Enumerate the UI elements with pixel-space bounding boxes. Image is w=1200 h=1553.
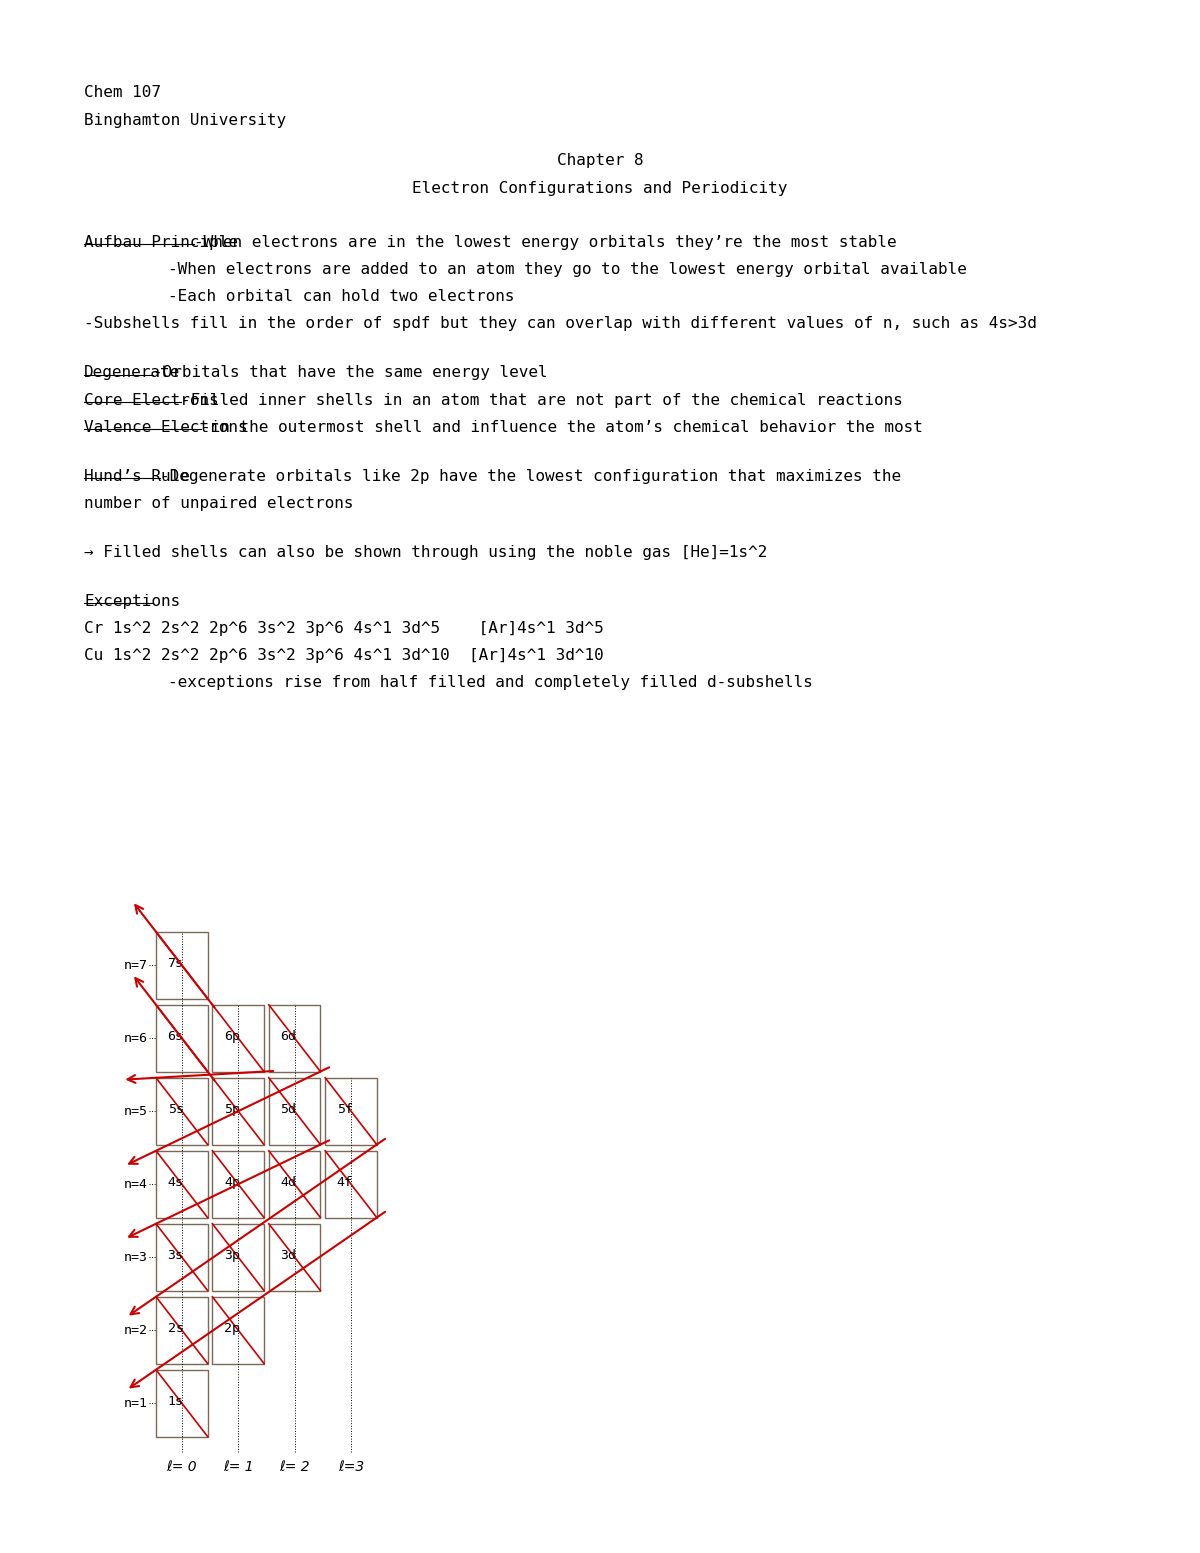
Text: ℓ= 0: ℓ= 0 [167, 1460, 197, 1474]
Text: 5f: 5f [337, 1103, 353, 1117]
Text: Chapter 8: Chapter 8 [557, 154, 643, 168]
Text: Binghamton University: Binghamton University [84, 113, 286, 127]
Bar [212, 1151, 264, 1218]
Text: Valence Electrons: Valence Electrons [84, 419, 247, 435]
Bar [325, 1078, 377, 1145]
Text: -exceptions rise from half filled and completely filled d-subshells: -exceptions rise from half filled and co… [168, 676, 812, 690]
Text: Hund’s Rule: Hund’s Rule [84, 469, 190, 483]
Text: -Filled inner shells in an atom that are not part of the chemical reactions: -Filled inner shells in an atom that are… [181, 393, 902, 407]
Text: -Orbitals that have the same energy level: -Orbitals that have the same energy leve… [154, 365, 547, 380]
Bar [156, 1370, 208, 1437]
Text: n=3: n=3 [124, 1250, 148, 1264]
Bar [269, 1151, 320, 1218]
Text: Electron Configurations and Periodicity: Electron Configurations and Periodicity [413, 180, 787, 196]
Text: Degenerate: Degenerate [84, 365, 180, 380]
Bar [212, 1297, 264, 1364]
Text: ℓ= 1: ℓ= 1 [223, 1460, 253, 1474]
Text: n=4: n=4 [124, 1177, 148, 1191]
Text: 5p: 5p [224, 1103, 240, 1117]
Text: Exceptions: Exceptions [84, 593, 180, 609]
Text: 4d: 4d [281, 1176, 296, 1190]
Bar [156, 932, 208, 999]
Text: 7s: 7s [168, 957, 184, 971]
Text: Chem 107: Chem 107 [84, 85, 161, 101]
Text: n=6: n=6 [124, 1031, 148, 1045]
Text: 1s: 1s [168, 1395, 184, 1409]
Bar [325, 1151, 377, 1218]
Bar [156, 1224, 208, 1291]
Text: number of unpaired electrons: number of unpaired electrons [84, 495, 354, 511]
Text: 2s: 2s [168, 1322, 184, 1336]
Text: 4s: 4s [168, 1176, 184, 1190]
Text: -When electrons are in the lowest energy orbitals they’re the most stable: -When electrons are in the lowest energy… [194, 235, 898, 250]
Text: Cr 1s^2 2s^2 2p^6 3s^2 3p^6 4s^1 3d^5    [Ar]4s^1 3d^5: Cr 1s^2 2s^2 2p^6 3s^2 3p^6 4s^1 3d^5 [A… [84, 621, 604, 635]
Text: 5s: 5s [168, 1103, 184, 1117]
Text: ℓ= 2: ℓ= 2 [280, 1460, 310, 1474]
Bar [212, 1224, 264, 1291]
Text: -When electrons are added to an atom they go to the lowest energy orbital availa: -When electrons are added to an atom the… [168, 262, 967, 276]
Text: 6d: 6d [281, 1030, 296, 1044]
Bar [156, 1005, 208, 1072]
Bar [269, 1005, 320, 1072]
Bar [269, 1078, 320, 1145]
Text: 2p: 2p [224, 1322, 240, 1336]
Text: ℓ=3: ℓ=3 [338, 1460, 364, 1474]
Text: → Filled shells can also be shown through using the noble gas [He]=1s^2: → Filled shells can also be shown throug… [84, 545, 767, 559]
Bar [212, 1005, 264, 1072]
Text: 3d: 3d [281, 1249, 296, 1263]
Text: n=5: n=5 [124, 1104, 148, 1118]
Bar [269, 1224, 320, 1291]
Text: 6p: 6p [224, 1030, 240, 1044]
Text: Aufbau Principle: Aufbau Principle [84, 235, 238, 250]
Text: Cu 1s^2 2s^2 2p^6 3s^2 3p^6 4s^1 3d^10  [Ar]4s^1 3d^10: Cu 1s^2 2s^2 2p^6 3s^2 3p^6 4s^1 3d^10 [… [84, 648, 604, 663]
Text: 3p: 3p [224, 1249, 240, 1263]
Text: -in the outermost shell and influence the atom’s chemical behavior the most: -in the outermost shell and influence th… [202, 419, 923, 435]
Text: -Subshells fill in the order of spdf but they can overlap with different values : -Subshells fill in the order of spdf but… [84, 317, 1037, 331]
Text: n=1: n=1 [124, 1396, 148, 1410]
Bar [156, 1297, 208, 1364]
Text: -Each orbital can hold two electrons: -Each orbital can hold two electrons [168, 289, 515, 304]
Text: n=2: n=2 [124, 1323, 148, 1337]
Text: Core Electrons: Core Electrons [84, 393, 218, 407]
Bar [156, 1151, 208, 1218]
Text: 4f: 4f [337, 1176, 353, 1190]
Text: -Degenerate orbitals like 2p have the lowest configuration that maximizes the: -Degenerate orbitals like 2p have the lo… [160, 469, 901, 483]
Text: 5d: 5d [281, 1103, 296, 1117]
Text: 3s: 3s [168, 1249, 184, 1263]
Text: 6s: 6s [168, 1030, 184, 1044]
Bar [212, 1078, 264, 1145]
Bar [156, 1078, 208, 1145]
Text: n=7: n=7 [124, 958, 148, 972]
Text: 4p: 4p [224, 1176, 240, 1190]
